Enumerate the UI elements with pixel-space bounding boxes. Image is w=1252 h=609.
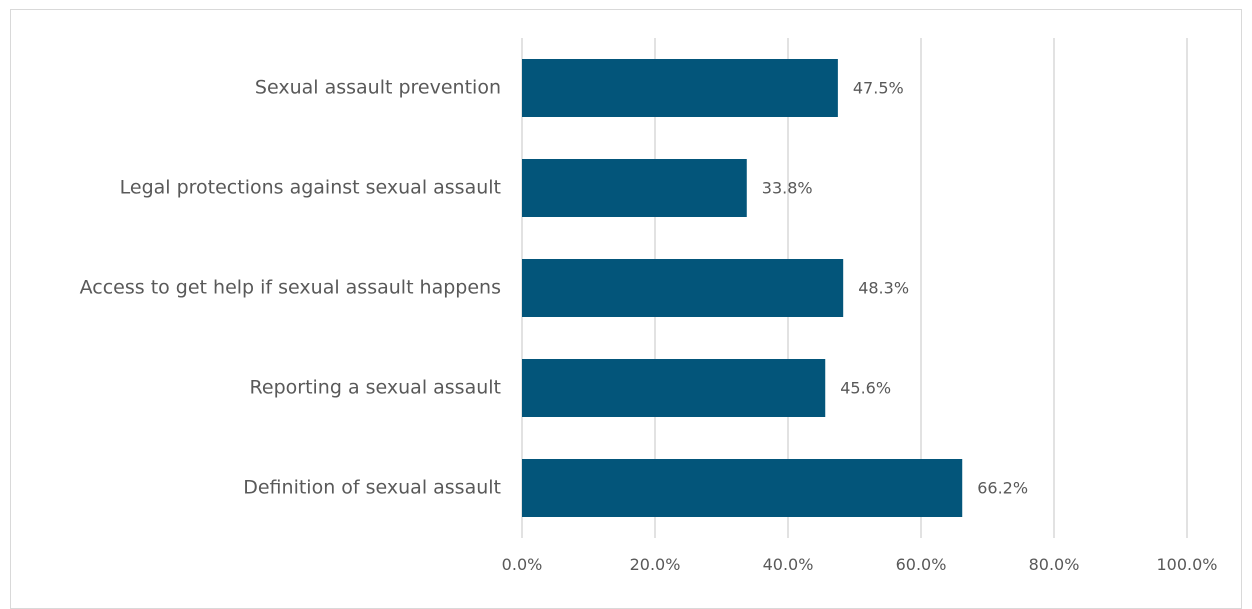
bar-chart: Sexual assault prevention Legal protectio… [80,38,1218,574]
bar [522,459,963,517]
value-label: 48.3% [858,279,909,298]
category-label: Definition of sexual assault [243,477,501,499]
category-label: Reporting a sexual assault [250,377,501,399]
x-tick-label: 60.0% [896,555,947,574]
category-label: Access to get help if sexual assault hap… [80,277,501,299]
bar [522,159,747,217]
x-tick-label: 100.0% [1156,555,1217,574]
value-label: 66.2% [977,479,1028,498]
bar [522,59,838,117]
category-labels: Sexual assault prevention Legal protectio… [80,77,501,499]
x-tick-label: 80.0% [1029,555,1080,574]
category-label: Sexual assault prevention [255,77,501,99]
gridlines [521,38,1188,538]
value-label: 45.6% [840,379,891,398]
value-label: 47.5% [853,79,904,98]
bar [522,259,844,317]
category-label: Legal protections against sexual assault [120,177,501,199]
x-axis-tick-labels: 0.0% 20.0% 40.0% 60.0% 80.0% 100.0% [502,555,1218,574]
x-tick-label: 0.0% [502,555,543,574]
x-tick-label: 20.0% [630,555,681,574]
bar [522,359,826,417]
bars [522,59,963,517]
value-labels: 47.5% 33.8% 48.3% 45.6% 66.2% [762,79,1028,498]
value-label: 33.8% [762,179,813,198]
x-tick-label: 40.0% [763,555,814,574]
